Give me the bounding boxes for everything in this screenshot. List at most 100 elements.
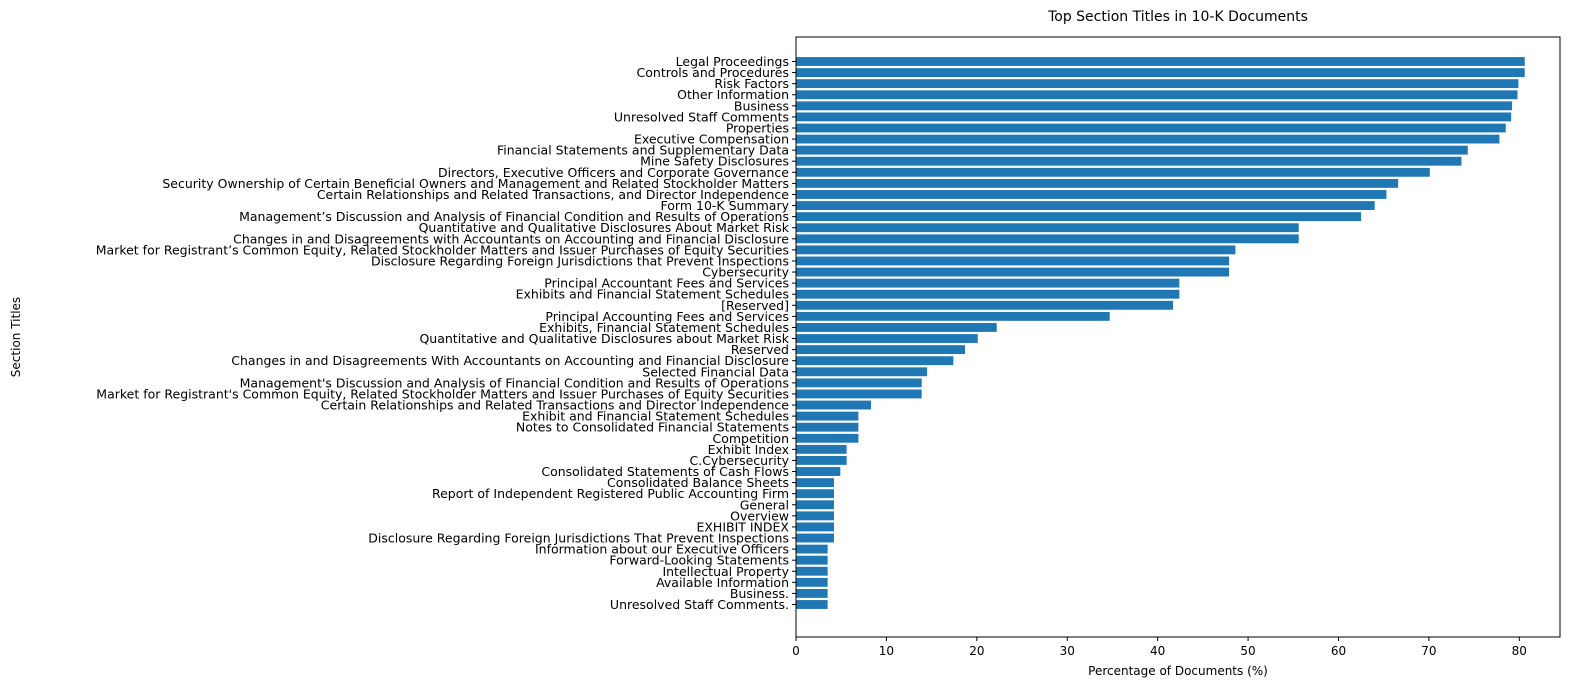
bar bbox=[796, 433, 859, 443]
y-tick-label: Market for Registrant's Common Equity, R… bbox=[96, 386, 789, 401]
y-tick-label: Principal Accounting Fees and Services bbox=[545, 309, 789, 324]
bar bbox=[796, 68, 1525, 78]
x-tick-label: 40 bbox=[1150, 644, 1165, 658]
bar bbox=[796, 167, 1430, 177]
y-tick-label: Overview bbox=[730, 508, 789, 523]
y-tick-label: [Reserved] bbox=[721, 298, 789, 313]
bar bbox=[796, 156, 1462, 166]
bar bbox=[796, 57, 1525, 66]
y-tick-label: Principal Accountant Fees and Services bbox=[544, 276, 789, 291]
x-tick-label: 50 bbox=[1240, 644, 1255, 658]
bar bbox=[796, 223, 1299, 233]
y-tick-label: Consolidated Statements of Cash Flows bbox=[541, 464, 789, 479]
y-tick-label: Market for Registrant’s Common Equity, R… bbox=[96, 242, 789, 257]
bar bbox=[796, 178, 1399, 188]
y-tick-label: Cybersecurity bbox=[702, 265, 789, 280]
bar bbox=[796, 467, 841, 476]
y-tick-label: Executive Compensation bbox=[634, 132, 789, 147]
y-tick-label: Report of Independent Registered Public … bbox=[432, 486, 789, 501]
y-tick-label: Financial Statements and Supplementary D… bbox=[497, 143, 789, 158]
x-tick-label: 30 bbox=[1060, 644, 1075, 658]
y-tick-label: Business. bbox=[730, 586, 789, 601]
bar bbox=[796, 201, 1375, 210]
y-tick-label: Consolidated Balance Sheets bbox=[607, 475, 789, 490]
y-tick-label: EXHIBIT INDEX bbox=[696, 519, 789, 534]
y-tick-label: Form 10-K Summary bbox=[661, 198, 790, 213]
bar bbox=[796, 267, 1230, 277]
y-tick-label: Mine Safety Disclosures bbox=[640, 154, 789, 169]
bar bbox=[796, 311, 1110, 321]
bar bbox=[796, 511, 834, 521]
y-tick-label: Business bbox=[734, 98, 789, 113]
y-tick-label: Information about our Executive Officers bbox=[535, 542, 789, 557]
y-tick-label: Intellectual Property bbox=[662, 564, 789, 579]
bar bbox=[796, 90, 1518, 100]
x-tick-label: 60 bbox=[1331, 644, 1346, 658]
bar bbox=[796, 300, 1174, 310]
bar bbox=[796, 577, 828, 587]
bar bbox=[796, 123, 1506, 133]
bar bbox=[796, 134, 1500, 144]
bar bbox=[796, 256, 1230, 266]
y-tick-label: Legal Proceedings bbox=[676, 54, 789, 69]
bar bbox=[796, 79, 1519, 89]
bar bbox=[796, 378, 922, 388]
y-tick-label: Quantitative and Qualitative Disclosures… bbox=[419, 331, 789, 346]
y-tick-label: Disclosure Regarding Foreign Jurisdictio… bbox=[368, 531, 789, 546]
y-tick-label: Exhibit and Financial Statement Schedule… bbox=[522, 409, 789, 424]
bar bbox=[796, 588, 828, 598]
bar bbox=[796, 345, 966, 355]
y-tick-label: Properties bbox=[726, 120, 789, 135]
bar bbox=[796, 411, 859, 421]
bar bbox=[796, 422, 859, 432]
bar bbox=[796, 234, 1299, 244]
bar bbox=[796, 456, 847, 465]
y-tick-label: Exhibits and Financial Statement Schedul… bbox=[516, 287, 789, 302]
bar bbox=[796, 555, 828, 565]
bars-group bbox=[796, 57, 1525, 609]
bar bbox=[796, 334, 978, 343]
bar bbox=[796, 289, 1180, 299]
bar bbox=[796, 101, 1513, 111]
y-tick-label: Available Information bbox=[656, 575, 789, 590]
y-axis-label: Section Titles bbox=[9, 297, 23, 377]
plot-frame bbox=[795, 36, 1561, 638]
y-tick-label: Changes in and Disagreements With Accoun… bbox=[231, 353, 789, 368]
y-tick-label: Certain Relationships and Related Transa… bbox=[317, 187, 789, 202]
y-tick-label: Exhibits, Financial Statement Schedules bbox=[539, 320, 789, 335]
y-tick-label: Changes in and Disagreements with Accoun… bbox=[233, 231, 789, 246]
bar bbox=[796, 522, 834, 532]
y-tick-label: Forward-Looking Statements bbox=[609, 553, 789, 568]
bar bbox=[796, 245, 1236, 255]
x-tick-label: 10 bbox=[879, 644, 894, 658]
bar bbox=[796, 600, 828, 609]
bar bbox=[796, 533, 834, 543]
y-tick-label: Other Information bbox=[677, 87, 789, 102]
bar bbox=[796, 500, 834, 510]
y-tick-label: Unresolved Staff Comments. bbox=[610, 597, 789, 612]
bar bbox=[796, 356, 954, 366]
bar bbox=[796, 278, 1180, 288]
chart-title: Top Section Titles in 10-K Documents bbox=[1047, 9, 1308, 25]
y-tick-label: Risk Factors bbox=[714, 76, 789, 91]
y-tick-label: Directors, Executive Officers and Corpor… bbox=[438, 165, 789, 180]
bar bbox=[796, 544, 828, 554]
y-tick-label: Unresolved Staff Comments bbox=[614, 109, 789, 124]
x-tick-label: 80 bbox=[1512, 644, 1527, 658]
y-tick-label: Reserved bbox=[731, 342, 789, 357]
bar bbox=[796, 566, 828, 576]
y-tick-label: Security Ownership of Certain Beneficial… bbox=[162, 176, 789, 191]
bar bbox=[796, 112, 1512, 122]
y-tick-label: Exhibit Index bbox=[708, 442, 789, 457]
y-tick-label: Disclosure Regarding Foreign Jurisdictio… bbox=[371, 253, 789, 268]
bar bbox=[796, 367, 928, 377]
y-tick-label: Notes to Consolidated Financial Statemen… bbox=[516, 420, 789, 435]
bar bbox=[796, 212, 1362, 222]
bar bbox=[796, 190, 1387, 199]
y-tick-label: Management's Discussion and Analysis of … bbox=[240, 375, 789, 390]
x-tick-label: 70 bbox=[1421, 644, 1436, 658]
y-tick-label: Controls and Procedures bbox=[637, 65, 789, 80]
bar bbox=[796, 489, 834, 499]
